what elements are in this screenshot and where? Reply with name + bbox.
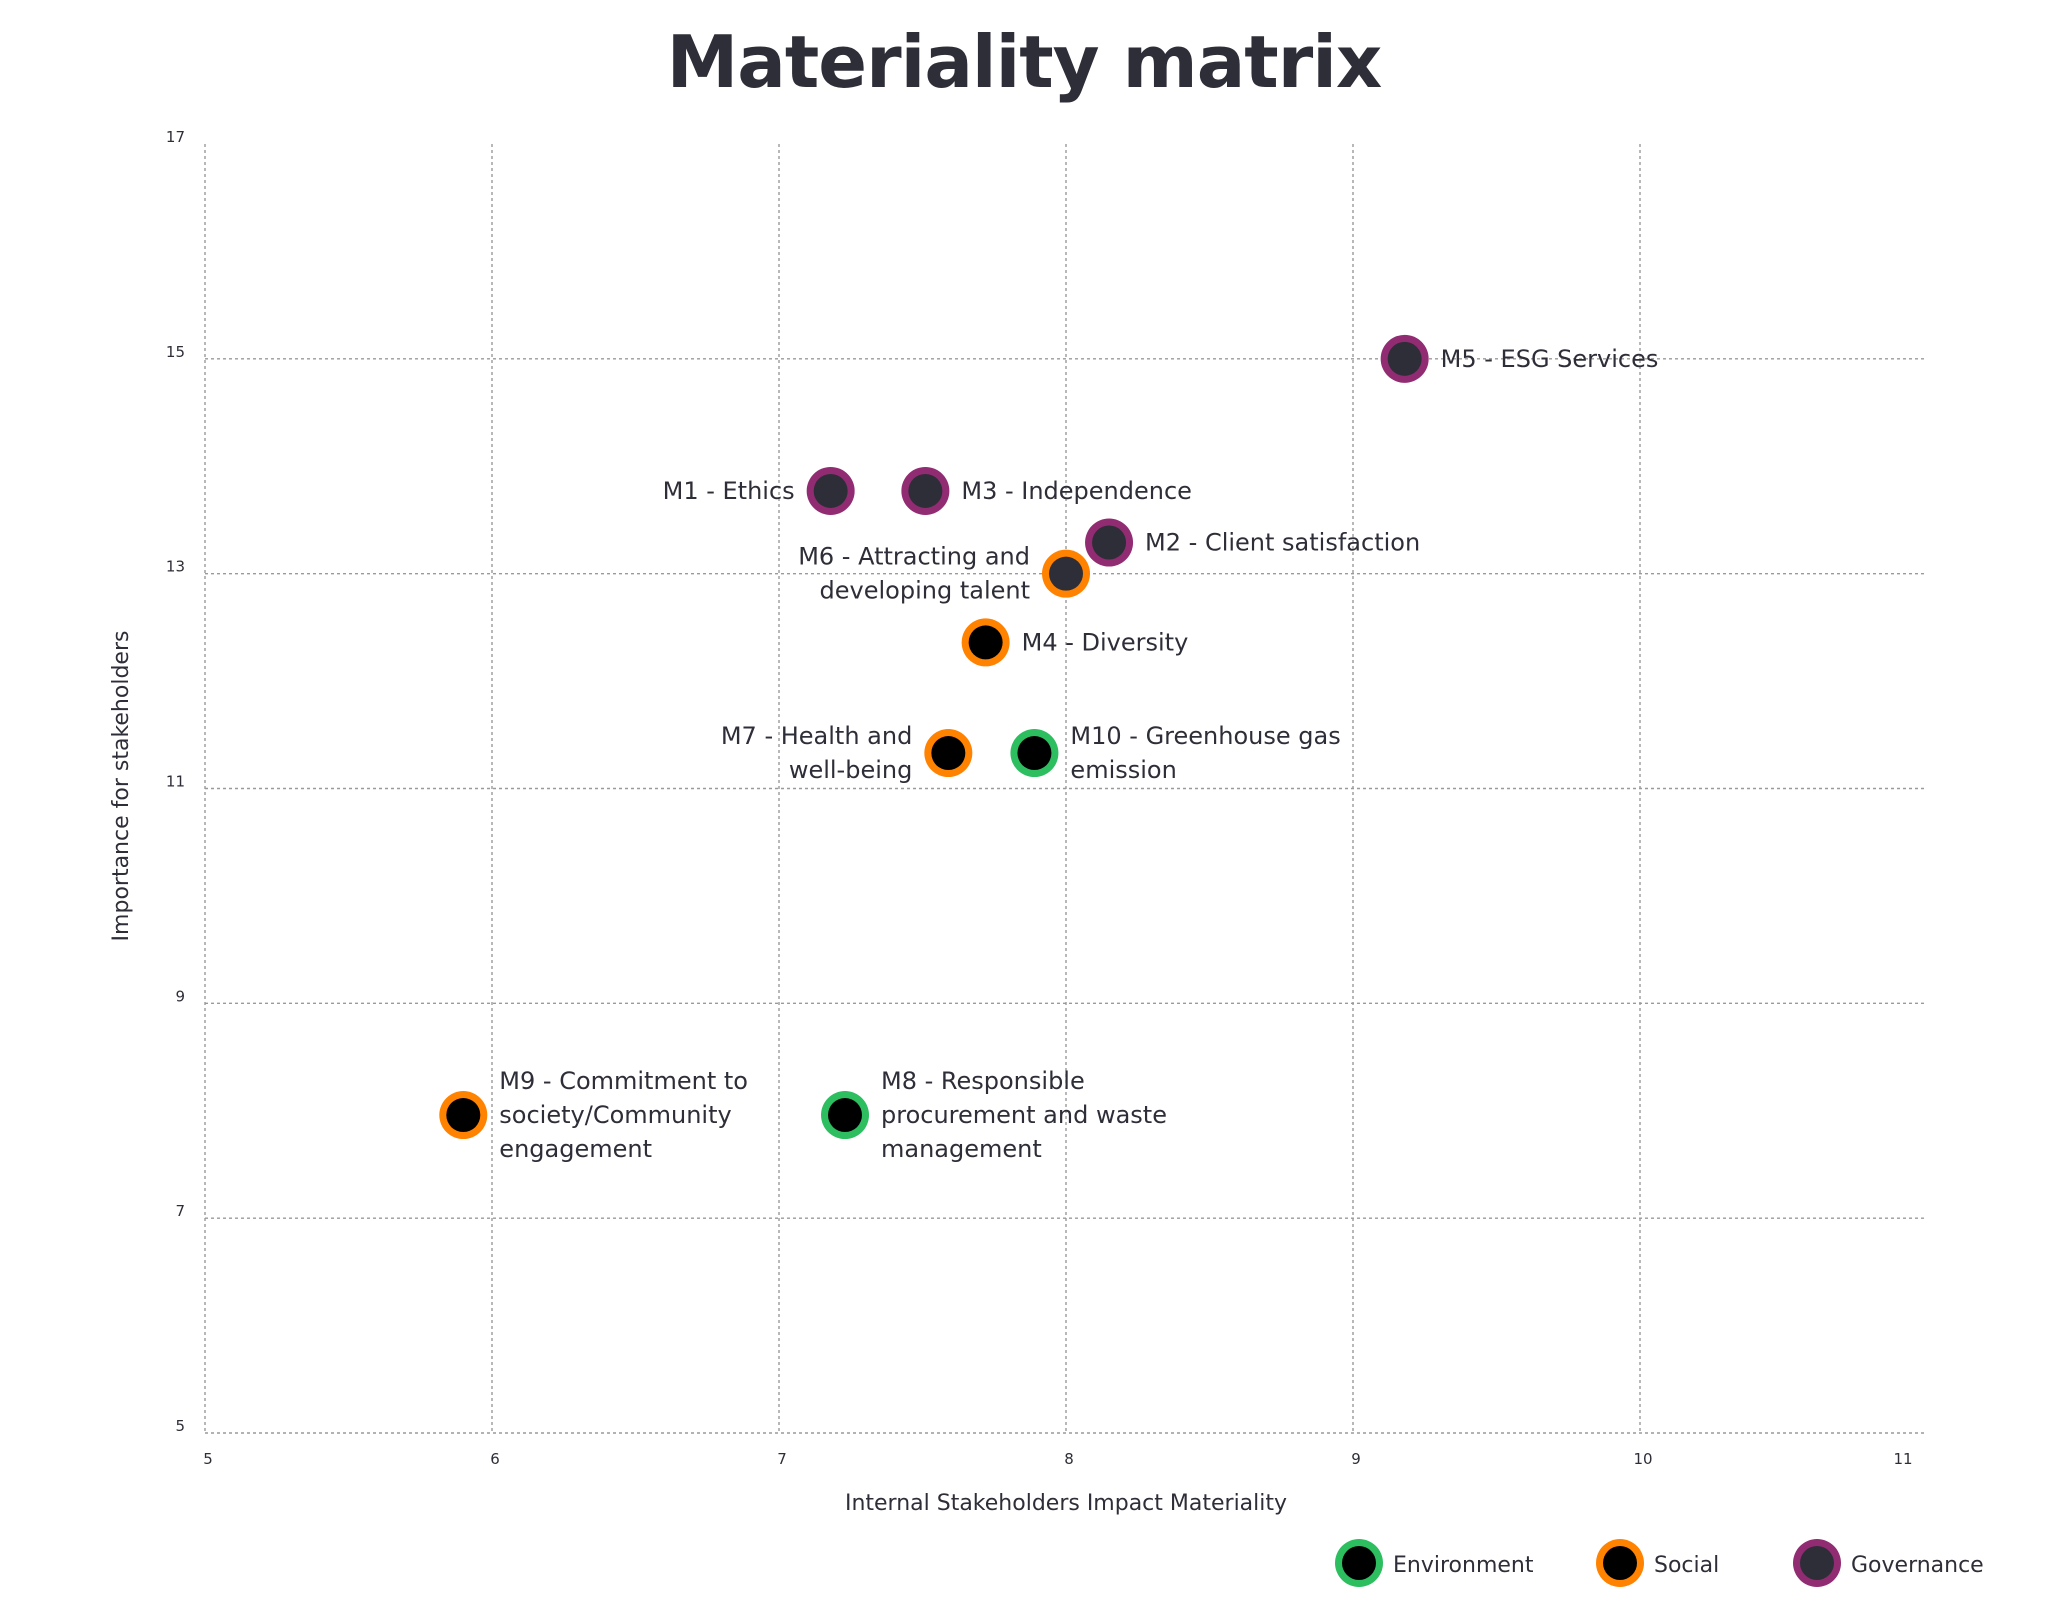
point-label-m4: M4 - Diversity [1022, 628, 1189, 656]
point-label-line: developing talent [820, 577, 1030, 605]
point-label-m6: M6 - Attracting and developing talent [798, 543, 1030, 605]
point-label-line: M4 - Diversity [1022, 628, 1189, 656]
x-tick-label: 5 [203, 1450, 213, 1468]
point-label-m1: M1 - Ethics [663, 477, 795, 505]
point-label-line: M3 - Independence [961, 477, 1192, 505]
point-label-line: M7 - Health and [721, 722, 912, 750]
x-tick-label: 9 [1351, 1450, 1361, 1468]
point-label-line: management [881, 1135, 1042, 1163]
point-label-m8: M8 - Responsible procurement and waste man… [881, 1067, 1167, 1163]
marker-core [931, 736, 966, 771]
y-tick-label: 13 [166, 558, 185, 576]
x-axis-ticks: 5 6 7 8 9 10 11 [203, 1450, 1912, 1468]
point-label-m5: M5 - ESG Services [1441, 345, 1659, 373]
legend-item-social[interactable]: Social [1596, 1539, 1719, 1587]
legend-label: Environment [1393, 1553, 1534, 1578]
point-label-line: M5 - ESG Services [1441, 345, 1659, 373]
data-point-m5[interactable]: M5 - ESG Services [1380, 334, 1659, 383]
legend-marker-core [1603, 1546, 1637, 1580]
data-point-m3[interactable]: M3 - Independence [901, 466, 1192, 515]
data-point-m7[interactable]: M7 - Health and well-being [721, 722, 973, 784]
x-tick-label: 7 [777, 1450, 787, 1468]
marker-core [1387, 341, 1422, 376]
point-label-line: emission [1070, 756, 1176, 784]
marker-core [1017, 736, 1052, 771]
point-label-line: M6 - Attracting and [798, 543, 1030, 571]
point-label-line: M8 - Responsible [881, 1067, 1085, 1095]
data-point-m6[interactable]: M6 - Attracting and developing talent [798, 543, 1090, 605]
y-tick-label: 15 [166, 343, 185, 361]
legend-label: Social [1654, 1553, 1719, 1578]
legend-marker-core [1800, 1546, 1834, 1580]
point-label-m3: M3 - Independence [961, 477, 1192, 505]
marker-core [813, 473, 848, 508]
point-label-line: engagement [499, 1135, 652, 1163]
point-label-line: society/Community [499, 1101, 731, 1129]
data-point-m10[interactable]: M10 - Greenhouse gas emission [1010, 722, 1341, 784]
data-point-m9[interactable]: M9 - Commitment to society/Community engag… [439, 1067, 748, 1163]
grid-lines [204, 144, 1927, 1434]
x-tick-label: 6 [490, 1450, 500, 1468]
x-tick-label: 8 [1064, 1450, 1074, 1468]
data-point-m1[interactable]: M1 - Ethics [663, 466, 855, 515]
point-label-line: M2 - Client satisfaction [1145, 529, 1420, 557]
marker-core [828, 1098, 863, 1133]
data-point-m4[interactable]: M4 - Diversity [961, 618, 1189, 667]
y-tick-label: 5 [175, 1417, 185, 1435]
marker-core [1049, 556, 1083, 591]
legend-label: Governance [1851, 1553, 1984, 1578]
point-label-line: procurement and waste [881, 1101, 1167, 1129]
marker-core [1092, 525, 1127, 560]
legend-marker-core [1342, 1546, 1376, 1580]
legend-item-governance[interactable]: Governance [1793, 1539, 1984, 1587]
legend: Environment Social Governance [1335, 1539, 1984, 1587]
point-label-line: M9 - Commitment to [499, 1067, 748, 1095]
point-label-m9: M9 - Commitment to society/Community engag… [499, 1067, 748, 1163]
y-axis-ticks: 5 7 9 11 13 15 17 [166, 128, 185, 1435]
chart-title: Materiality matrix [666, 20, 1383, 104]
marker-core [908, 473, 943, 508]
x-tick-label: 11 [1893, 1450, 1912, 1468]
y-tick-label: 17 [166, 128, 185, 146]
x-axis-title: Internal Stakeholders Impact Materiality [845, 1491, 1287, 1516]
point-label-line: well-being [789, 756, 913, 784]
x-tick-label: 10 [1633, 1450, 1652, 1468]
y-tick-label: 7 [175, 1202, 185, 1220]
point-label-line: M1 - Ethics [663, 477, 795, 505]
y-tick-label: 9 [175, 987, 185, 1005]
data-point-m8[interactable]: M8 - Responsible procurement and waste man… [821, 1067, 1167, 1163]
point-label-m7: M7 - Health and well-being [721, 722, 912, 784]
y-axis-title: Importance for stakeholders [109, 631, 134, 942]
point-label-line: M10 - Greenhouse gas [1070, 722, 1340, 750]
marker-core [446, 1098, 481, 1133]
legend-item-environment[interactable]: Environment [1335, 1539, 1534, 1587]
data-point-m2[interactable]: M2 - Client satisfaction [1085, 518, 1420, 567]
data-points: M1 - Ethics M2 - Client satisfaction M3 - … [439, 334, 1659, 1163]
y-tick-label: 11 [166, 773, 185, 791]
point-label-m2: M2 - Client satisfaction [1145, 529, 1420, 557]
point-label-m10: M10 - Greenhouse gas emission [1070, 722, 1340, 784]
marker-core [968, 625, 1003, 660]
